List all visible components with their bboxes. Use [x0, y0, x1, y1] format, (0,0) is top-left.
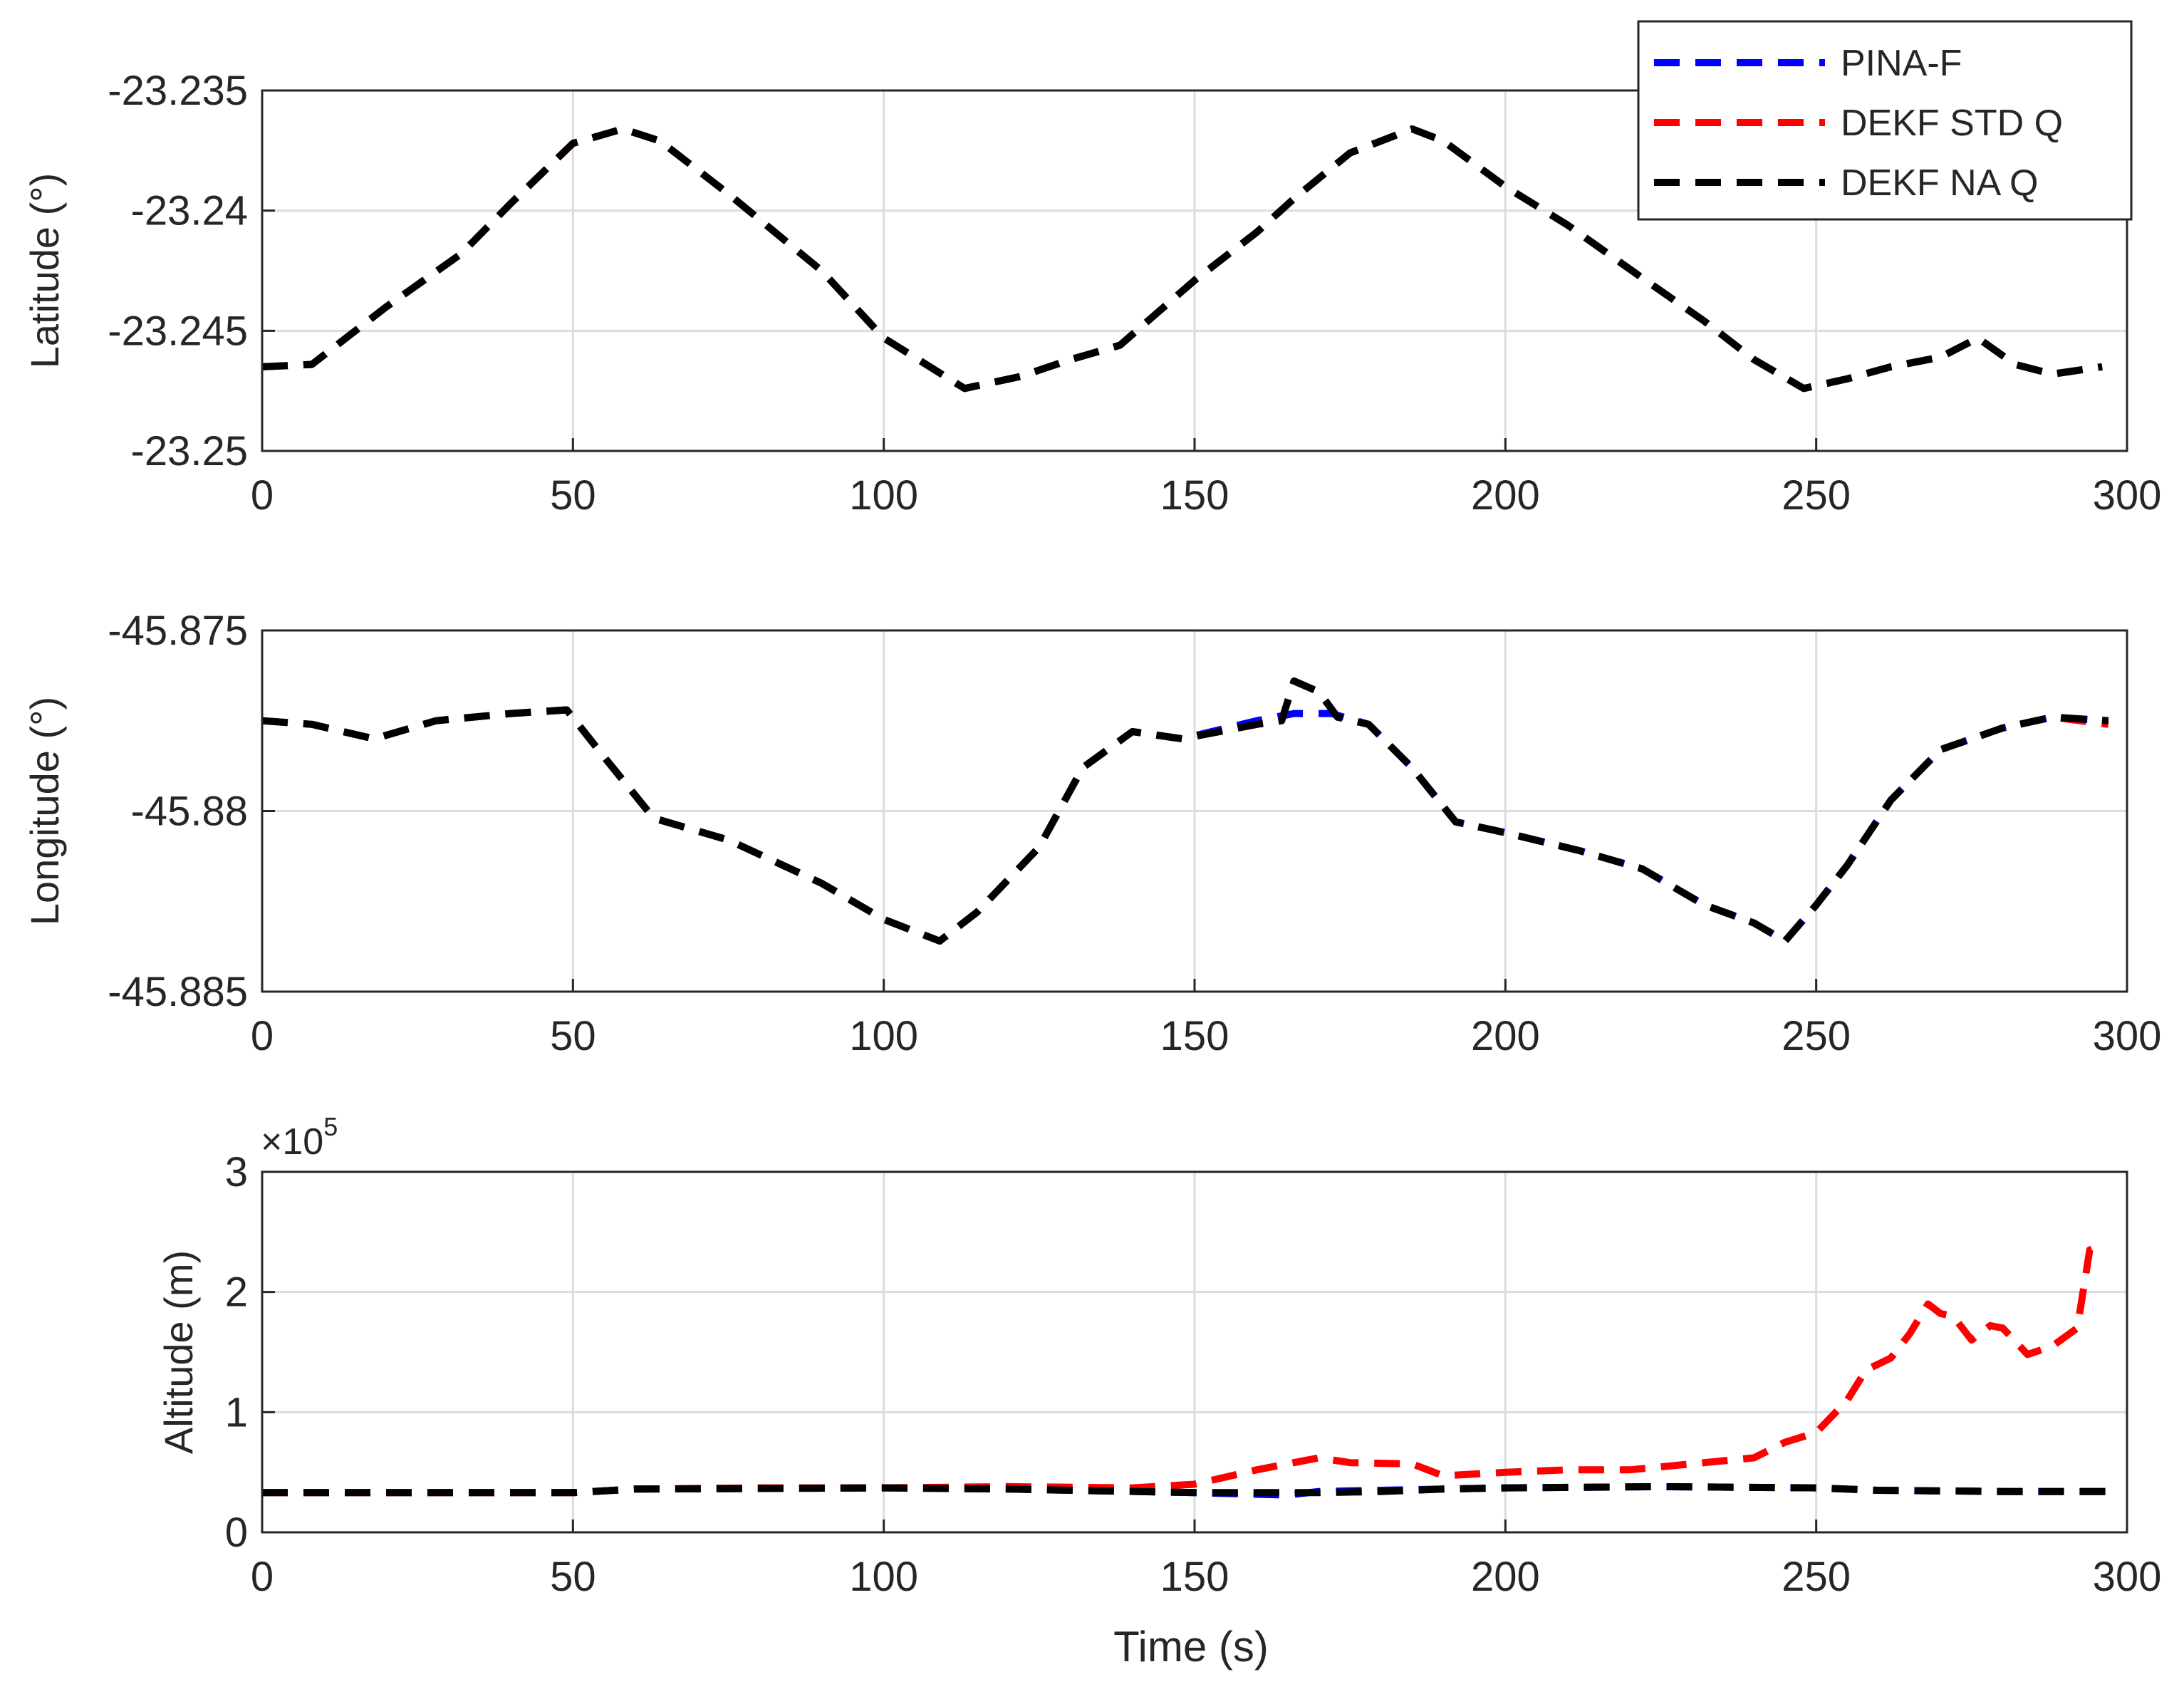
latitude-x-tick-label: 250 — [1782, 472, 1851, 519]
legend-label-dekf-na-q: DEKF NA Q — [1841, 162, 2038, 204]
legend-entry-dekf-na-q: DEKF NA Q — [1654, 162, 2038, 204]
legend-entry-pina-f: PINA-F — [1654, 43, 1962, 84]
longitude-x-tick-label: 200 — [1471, 1013, 1540, 1059]
altitude-grid — [262, 1172, 2127, 1532]
x-axis-label: Time (s) — [1113, 1623, 1269, 1671]
longitude-grid — [262, 630, 2127, 992]
altitude-y-tick-label: 1 — [225, 1389, 248, 1435]
altitude-x-tick-label: 100 — [849, 1554, 918, 1600]
legend-label-pina-f: PINA-F — [1841, 43, 1962, 84]
altitude-y-tick-label: 0 — [225, 1510, 248, 1556]
altitude-exponent-label: ×105 — [261, 1112, 338, 1163]
latitude-x-tick-label: 150 — [1160, 472, 1229, 519]
latitude-subplot: 0 50 100 150 200 250 300 -23.25-23.245-23.24-2… — [22, 68, 2161, 519]
longitude-x-tick-label: 150 — [1160, 1013, 1229, 1059]
altitude-x-tick-label: 150 — [1160, 1554, 1229, 1600]
altitude-x-tick-label: 50 — [550, 1554, 596, 1600]
altitude-y-label: Altitude (m) — [156, 1250, 201, 1454]
longitude-series-dekf-na — [261, 677, 2109, 945]
longitude-x-ticks: 0 50 100 150 200 250 300 — [251, 979, 2162, 1059]
latitude-y-label: Latitude (°) — [22, 173, 67, 369]
latitude-series-dekf-na — [261, 125, 2103, 393]
longitude-x-tick-label: 100 — [849, 1013, 918, 1059]
longitude-y-label: Longitude (°) — [22, 697, 67, 925]
longitude-y-tick-label: -45.875 — [108, 608, 248, 654]
latitude-y-tick-label: -23.24 — [131, 188, 248, 234]
latitude-x-tick-label: 100 — [849, 472, 918, 519]
altitude-y-tick-label: 2 — [225, 1269, 248, 1316]
altitude-x-tick-label: 250 — [1782, 1554, 1851, 1600]
legend-label-dekf-std-q: DEKF STD Q — [1841, 103, 2063, 144]
longitude-x-tick-label: 50 — [550, 1013, 596, 1059]
latitude-y-tick-label: -23.25 — [131, 428, 248, 474]
altitude-y-ticks: 0 1 2 3 — [225, 1149, 275, 1556]
altitude-x-tick-label: 0 — [251, 1554, 274, 1600]
longitude-y-tick-label: -45.885 — [108, 969, 248, 1015]
longitude-subplot: 0 50 100 150 200 250 300 -45.885-45.88-45.875 … — [22, 608, 2161, 1059]
longitude-x-tick-label: 0 — [251, 1013, 274, 1059]
longitude-x-tick-label: 300 — [2093, 1013, 2162, 1059]
latitude-x-ticks: 0 50 100 150 200 250 300 — [251, 438, 2162, 519]
altitude-subplot: 0 50 100 150 200 250 300 0 1 2 3 Altitude (m) ×10… — [156, 1112, 2161, 1600]
latitude-x-tick-label: 0 — [251, 472, 274, 519]
latitude-y-tick-label: -23.235 — [108, 68, 248, 114]
altitude-series-dekf-na — [262, 1482, 2108, 1497]
altitude-x-tick-label: 200 — [1471, 1554, 1540, 1600]
latitude-x-tick-label: 50 — [550, 472, 596, 519]
altitude-y-tick-label: 3 — [225, 1149, 248, 1195]
longitude-lines — [261, 677, 2109, 945]
altitude-exponent-power: 5 — [323, 1112, 338, 1141]
altitude-x-tick-label: 300 — [2093, 1554, 2162, 1600]
latitude-y-tick-label: -23.245 — [108, 308, 248, 354]
longitude-y-tick-label: -45.88 — [131, 789, 248, 835]
altitude-x-ticks: 0 50 100 150 200 250 300 — [251, 1519, 2162, 1600]
latitude-x-tick-label: 200 — [1471, 472, 1540, 519]
latitude-y-ticks: -23.25 -23.245 -23.24 -23.235 — [108, 68, 275, 474]
altitude-lines — [262, 1242, 2108, 1499]
legend-entry-dekf-std-q: DEKF STD Q — [1654, 103, 2063, 144]
latitude-x-tick-label: 300 — [2093, 472, 2162, 519]
latitude-lines — [261, 125, 2103, 393]
legend: PINA-F DEKF STD Q DEKF NA Q — [1637, 20, 2133, 221]
longitude-x-tick-label: 250 — [1782, 1013, 1851, 1059]
longitude-y-ticks: -45.885 -45.88 -45.875 — [108, 608, 275, 1015]
